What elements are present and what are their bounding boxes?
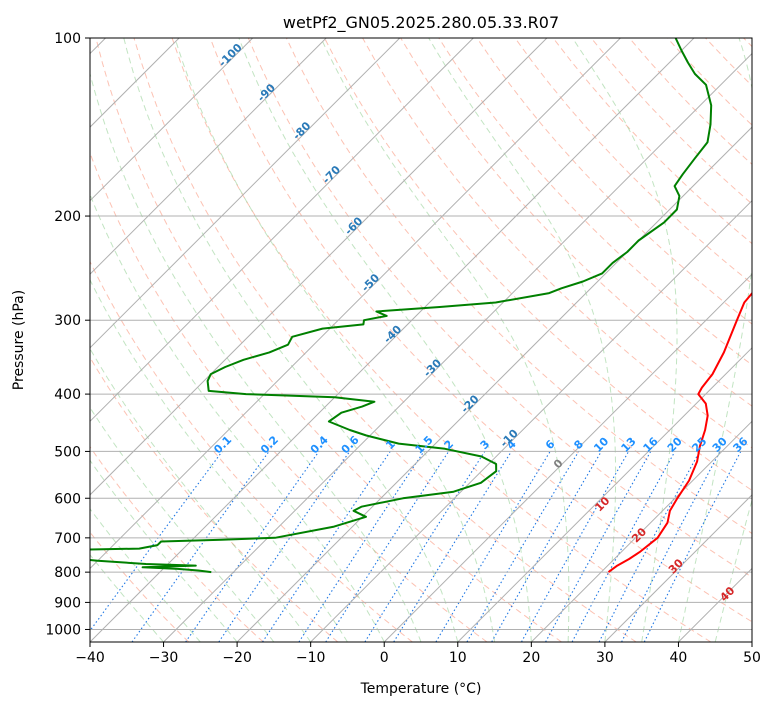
y-tick-label: 400 [54, 387, 81, 403]
moist-adiabat-line [175, 38, 495, 642]
mixing-ratio-line [219, 451, 350, 642]
dry-adiabat-line [286, 38, 775, 642]
dry-adiabat-line [629, 38, 775, 642]
dry-adiabat-line [553, 38, 775, 642]
x-tick-label: 50 [743, 650, 761, 666]
adiabat-label: 0 [551, 456, 566, 471]
adiabat-label: -100 [216, 41, 245, 70]
mixing-ratio-line [365, 451, 485, 642]
dry-adiabat-line [0, 38, 263, 642]
isotherm-gridline [752, 38, 775, 642]
dry-adiabat-line [477, 38, 775, 642]
adiabat-label: -50 [359, 271, 382, 294]
adiabat-label: -80 [290, 119, 313, 142]
isotherm-gridline [605, 38, 775, 642]
adiabat-label: -30 [421, 356, 444, 379]
mixing-ratio-line [263, 451, 391, 642]
y-tick-label: 700 [54, 531, 81, 547]
mixing-ratio-label: 0.6 [339, 433, 362, 456]
x-tick-label: −40 [75, 650, 105, 666]
isotherm-gridline [678, 38, 775, 642]
x-tick-label: 40 [670, 650, 688, 666]
chart-title: wetPf2_GN05.2025.280.05.33.R07 [283, 13, 559, 33]
isotherm-gridline [16, 38, 620, 642]
y-tick-label: 600 [54, 491, 81, 507]
mixing-ratio-line [644, 451, 741, 642]
mixing-ratio-line [599, 451, 700, 642]
dry-adiabat-line [20, 38, 413, 642]
adiabat-label: -60 [342, 214, 365, 237]
x-tick-label: −20 [222, 650, 252, 666]
mixing-ratio-label: 1.5 [413, 433, 436, 456]
dry-adiabat-line [58, 38, 487, 642]
moist-adiabat-line [46, 38, 384, 642]
dry-adiabat-line [667, 38, 775, 642]
y-tick-label: 500 [54, 444, 81, 460]
mixing-ratio-line [546, 451, 651, 642]
x-tick-label: −10 [296, 650, 326, 666]
adiabat-label: -20 [458, 392, 481, 415]
isotherm-gridline [458, 38, 775, 642]
moist-adiabat-line [0, 38, 311, 642]
isotherm-gridline [384, 38, 775, 642]
y-tick-label: 100 [54, 31, 81, 47]
isotherm-gridline [0, 38, 400, 642]
y-tick-label: 800 [54, 565, 81, 581]
x-tick-label: 30 [596, 650, 614, 666]
x-tick-label: −30 [149, 650, 179, 666]
isotherm-gridline [0, 38, 473, 642]
adiabat-label: 40 [717, 584, 737, 604]
y-tick-label: 1000 [45, 622, 81, 638]
y-tick-label: 300 [54, 313, 81, 329]
mixing-ratio-line [299, 451, 424, 642]
mixing-ratio-line [326, 451, 449, 642]
adiabat-label: -70 [320, 163, 343, 186]
moist-adiabat-line [0, 38, 237, 642]
x-tick-label: 0 [380, 650, 389, 666]
moist-adiabat-line [0, 38, 200, 642]
mixing-ratio-line [436, 451, 550, 642]
mixing-ratio-line [572, 451, 675, 642]
mixing-ratio-label: 3 [478, 438, 493, 453]
adiabat-label: 30 [666, 556, 686, 576]
mixing-ratio-label: 1 [383, 438, 398, 453]
x-tick-label: 20 [522, 650, 540, 666]
dry-adiabat-line [0, 38, 189, 642]
y-tick-label: 200 [54, 209, 81, 225]
mixing-ratio-label: 0.4 [308, 433, 331, 456]
moist-adiabat-line [573, 38, 678, 642]
dewpoint-profile-line [0, 38, 711, 572]
plot-frame [90, 38, 752, 642]
dry-adiabat-line [515, 38, 775, 642]
adiabat-label: -40 [381, 322, 404, 345]
moist-adiabat-line [678, 38, 759, 642]
dry-adiabat-line [744, 38, 775, 642]
moist-adiabat-line [715, 38, 775, 642]
isotherm-gridline [0, 38, 253, 642]
y-axis-label: Pressure (hPa) [11, 290, 27, 390]
adiabat-label: 10 [592, 494, 612, 514]
moist-adiabat-line [0, 38, 274, 642]
x-axis-label: Temperature (°C) [360, 681, 482, 697]
dry-adiabat-line [591, 38, 775, 642]
mixing-ratio-line [522, 451, 629, 642]
x-tick-label: 10 [449, 650, 467, 666]
dry-adiabat-line [0, 38, 338, 642]
y-tick-label: 900 [54, 595, 81, 611]
isotherm-gridline [0, 38, 326, 642]
dry-adiabat-line [706, 38, 775, 642]
